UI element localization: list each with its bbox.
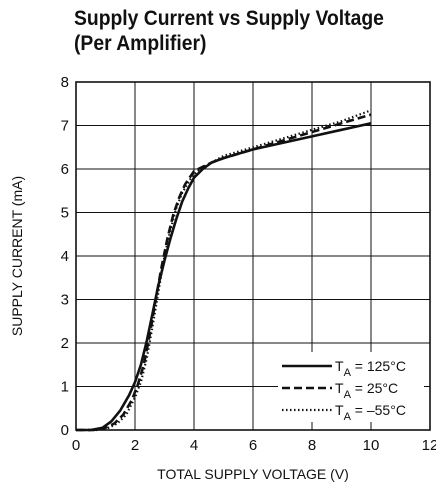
legend-label-sub: A: [344, 389, 352, 401]
x-tick-labels: 0 2 4 6 8 10 12: [72, 437, 436, 454]
x-tick-label: 12: [422, 437, 436, 454]
y-tick-label: 2: [61, 335, 69, 352]
series-lines: [76, 109, 372, 432]
legend: TA = 125°CTA = 25°CTA = –55°C: [278, 352, 424, 423]
legend-label-sub: A: [344, 411, 352, 423]
y-axis-label: SUPPLY CURRENT (mA): [9, 176, 25, 336]
legend-label: TA = 125°C: [335, 358, 406, 379]
legend-label-rest: = 25°C: [351, 380, 398, 396]
legend-label: TA = –55°C: [335, 402, 406, 423]
x-tick-label: 10: [363, 437, 380, 454]
y-tick-label: 4: [61, 248, 69, 265]
legend-label-main: T: [335, 380, 344, 396]
legend-label-main: T: [335, 402, 344, 418]
legend-label-rest: = 125°C: [351, 358, 406, 374]
y-tick-label: 0: [61, 422, 69, 439]
legend-label-sub: A: [344, 367, 352, 379]
x-tick-label: 6: [249, 437, 257, 454]
series-line-solid: [76, 122, 372, 432]
y-tick-label: 1: [61, 379, 69, 396]
y-tick-label: 7: [61, 118, 69, 135]
y-tick-label: 5: [61, 205, 69, 222]
legend-label-main: T: [335, 358, 344, 374]
y-tick-label: 3: [61, 292, 69, 309]
x-tick-label: 2: [131, 437, 139, 454]
legend-label-rest: = –55°C: [351, 402, 406, 418]
y-tick-label: 6: [61, 161, 69, 178]
plot-frame: [75, 81, 431, 431]
x-tick-label: 0: [72, 437, 80, 454]
x-axis-label: TOTAL SUPPLY VOLTAGE (V): [157, 466, 349, 482]
legend-label: TA = 25°C: [335, 380, 398, 401]
chart-title-line-1: Supply Current vs Supply Voltage: [74, 7, 384, 30]
x-tick-label: 8: [308, 437, 316, 454]
y-tick-label: 8: [61, 74, 69, 91]
chart-title-line-2: (Per Amplifier): [74, 32, 207, 55]
x-tick-label: 4: [190, 437, 198, 454]
chart-title: Supply Current vs Supply Voltage (Per Am…: [74, 6, 405, 56]
y-tick-labels: 0 1 2 3 4 5 6 7 8: [61, 74, 69, 439]
